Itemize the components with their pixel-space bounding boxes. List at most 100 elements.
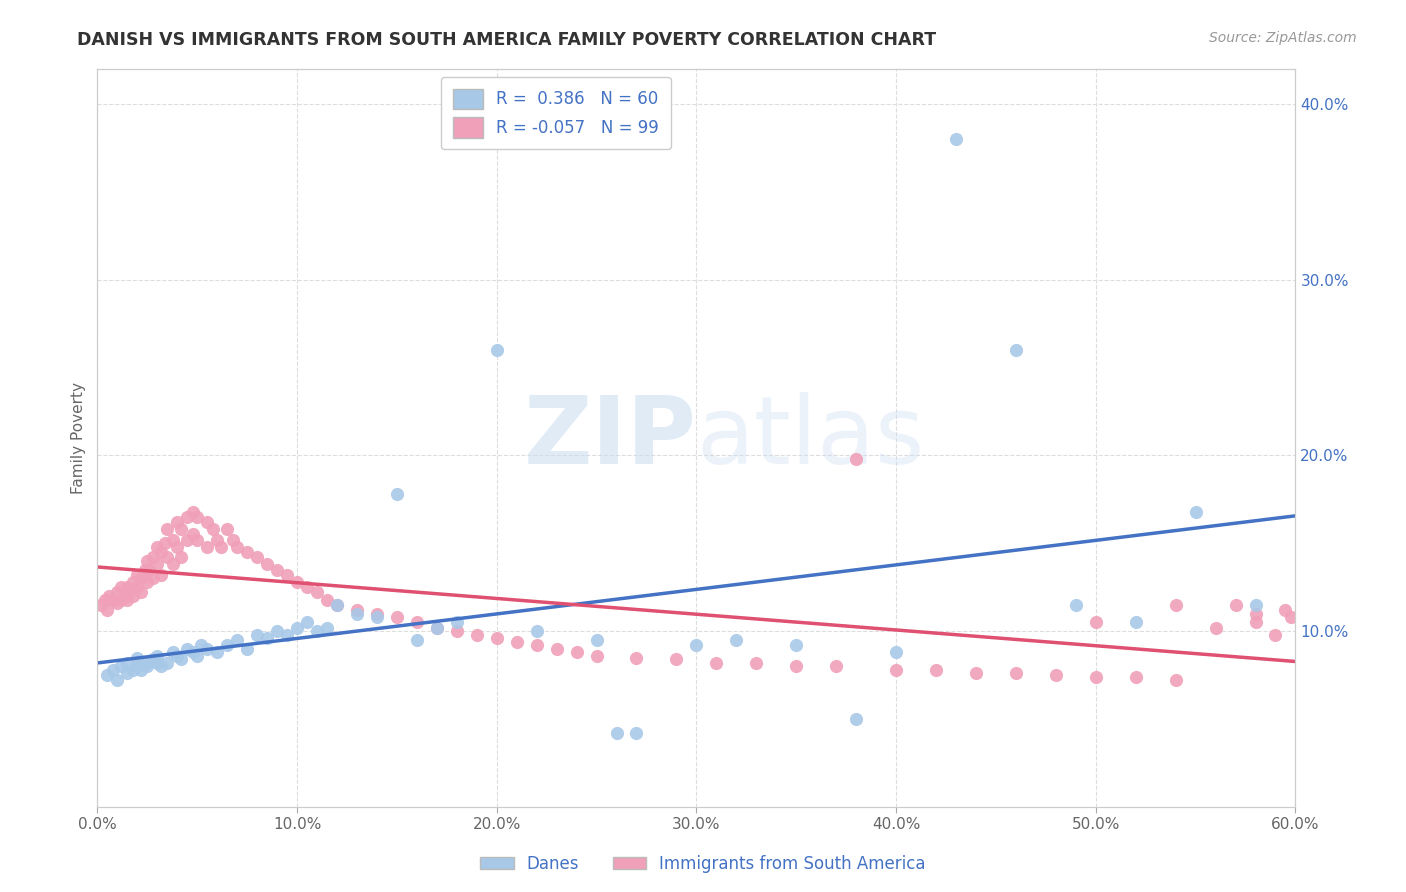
Point: [305, 585, 328, 599]
Point: [205, 533, 228, 547]
Text: Source: ZipAtlas.com: Source: ZipAtlas.com: [1209, 31, 1357, 45]
Point: [266, 563, 288, 577]
Point: [326, 598, 349, 612]
Point: [945, 132, 967, 146]
Point: [98, 589, 121, 603]
Point: [665, 652, 688, 666]
Point: [127, 650, 149, 665]
Point: [142, 571, 165, 585]
Point: [285, 574, 308, 589]
Point: [170, 522, 193, 536]
Point: [156, 656, 179, 670]
Point: [156, 550, 179, 565]
Point: [122, 589, 145, 603]
Point: [122, 574, 145, 589]
Point: [845, 712, 868, 726]
Point: [127, 659, 149, 673]
Point: [1084, 615, 1107, 630]
Text: atlas: atlas: [696, 392, 925, 483]
Point: [1125, 615, 1147, 630]
Point: [170, 550, 193, 565]
Point: [162, 558, 184, 572]
Point: [1184, 505, 1206, 519]
Point: [195, 540, 218, 554]
Point: [1005, 343, 1028, 357]
Point: [96, 668, 118, 682]
Point: [236, 545, 259, 559]
Point: [176, 533, 198, 547]
Point: [825, 659, 848, 673]
Point: [127, 580, 149, 594]
Point: [190, 638, 212, 652]
Point: [485, 343, 508, 357]
Point: [1205, 621, 1227, 635]
Point: [202, 522, 225, 536]
Point: [217, 638, 239, 652]
Point: [136, 554, 159, 568]
Point: [346, 603, 368, 617]
Point: [222, 533, 245, 547]
Point: [166, 515, 188, 529]
Point: [626, 726, 648, 740]
Point: [150, 545, 173, 559]
Point: [226, 632, 249, 647]
Point: [217, 522, 239, 536]
Point: [884, 645, 907, 659]
Point: [117, 580, 139, 594]
Point: [146, 656, 169, 670]
Point: [326, 598, 349, 612]
Point: [446, 624, 468, 639]
Point: [186, 533, 208, 547]
Point: [103, 663, 125, 677]
Text: DANISH VS IMMIGRANTS FROM SOUTH AMERICA FAMILY POVERTY CORRELATION CHART: DANISH VS IMMIGRANTS FROM SOUTH AMERICA …: [77, 31, 936, 49]
Point: [505, 634, 527, 648]
Point: [166, 648, 188, 663]
Point: [176, 509, 198, 524]
Point: [176, 641, 198, 656]
Point: [366, 610, 388, 624]
Point: [110, 592, 132, 607]
Point: [316, 621, 339, 635]
Point: [485, 631, 508, 645]
Point: [626, 650, 648, 665]
Point: [162, 533, 184, 547]
Point: [465, 628, 488, 642]
Point: [1274, 603, 1296, 617]
Point: [136, 659, 159, 673]
Point: [1164, 673, 1187, 688]
Point: [150, 568, 173, 582]
Legend: Danes, Immigrants from South America: Danes, Immigrants from South America: [474, 848, 932, 880]
Point: [884, 663, 907, 677]
Point: [606, 726, 628, 740]
Point: [127, 568, 149, 582]
Point: [246, 628, 269, 642]
Point: [1264, 628, 1286, 642]
Point: [1005, 666, 1028, 681]
Point: [96, 603, 118, 617]
Text: ZIP: ZIP: [523, 392, 696, 483]
Point: [117, 656, 139, 670]
Point: [745, 656, 768, 670]
Point: [565, 645, 588, 659]
Point: [150, 659, 173, 673]
Point: [256, 631, 278, 645]
Point: [114, 589, 136, 603]
Point: [142, 652, 165, 666]
Point: [1244, 615, 1267, 630]
Point: [105, 596, 128, 610]
Point: [316, 592, 339, 607]
Point: [1244, 598, 1267, 612]
Point: [236, 641, 259, 656]
Point: [136, 656, 159, 670]
Point: [186, 648, 208, 663]
Point: [585, 648, 607, 663]
Point: [195, 641, 218, 656]
Point: [276, 628, 298, 642]
Point: [117, 592, 139, 607]
Point: [1045, 668, 1067, 682]
Point: [446, 615, 468, 630]
Point: [426, 621, 449, 635]
Point: [1244, 607, 1267, 621]
Point: [129, 571, 152, 585]
Point: [1281, 610, 1303, 624]
